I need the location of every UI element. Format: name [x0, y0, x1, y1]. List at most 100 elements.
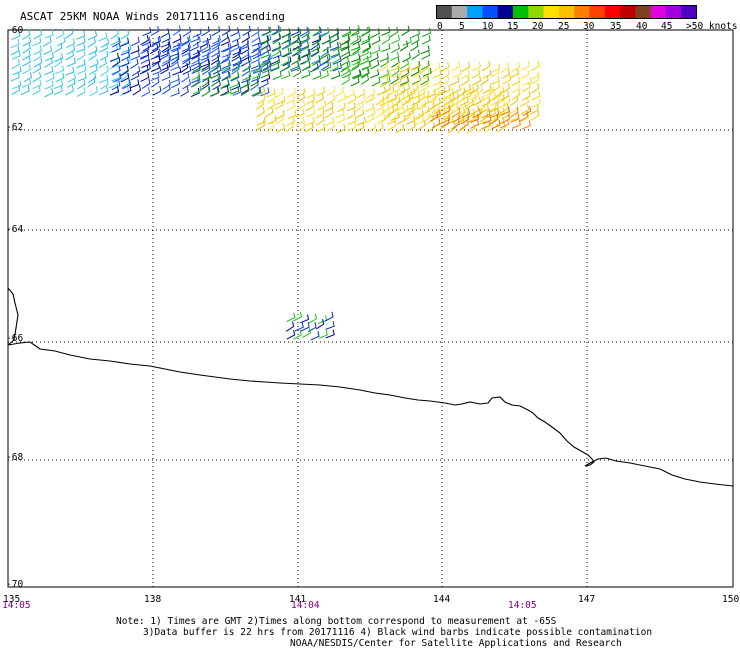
wind-barb [362, 60, 372, 70]
wind-barb [500, 106, 510, 116]
legend-swatch [451, 5, 468, 19]
wind-barb [271, 57, 281, 67]
wind-barb [409, 83, 419, 94]
wind-barb [490, 113, 499, 125]
wind-barb [300, 314, 310, 324]
wind-barb [340, 66, 350, 77]
wind-barb [210, 87, 220, 97]
wind-barb [120, 46, 130, 56]
wind-barb [312, 60, 322, 71]
wind-barb [482, 84, 492, 94]
wind-barb [295, 108, 305, 118]
wind-barb [341, 50, 351, 60]
wind-barb [470, 84, 479, 95]
wind-barb [259, 46, 269, 57]
lon-label-135: 135 [3, 594, 21, 605]
legend-swatch [436, 5, 453, 19]
wind-barb [222, 43, 232, 53]
wind-barb [365, 103, 375, 112]
wind-barb [501, 113, 510, 124]
wind-barb [391, 57, 400, 68]
wind-barb [472, 108, 482, 119]
wind-barb [490, 96, 500, 107]
wind-barb [330, 28, 339, 39]
wind-barb [256, 116, 266, 127]
wind-barb [122, 57, 132, 67]
wind-barb [337, 93, 347, 103]
wind-barb [304, 122, 314, 133]
wind-barb [519, 97, 529, 107]
wind-barb [242, 61, 251, 72]
legend-swatch [589, 5, 606, 19]
wind-barb [381, 43, 391, 53]
wind-barb [232, 46, 242, 56]
wind-barb [482, 115, 492, 125]
wind-barb [490, 76, 500, 85]
wind-barb [366, 122, 376, 132]
wind-barb [347, 94, 357, 104]
wind-barb [66, 78, 76, 88]
wind-barb [332, 53, 341, 64]
legend-swatch [620, 5, 636, 19]
wind-barb [342, 69, 352, 79]
wind-barb [482, 69, 492, 79]
wind-barb [450, 97, 459, 108]
legend-swatch [482, 5, 498, 19]
wind-barb [150, 63, 160, 73]
wind-barb [142, 27, 152, 37]
wind-barb [366, 88, 376, 99]
lon-label-150: 150 [722, 594, 740, 605]
wind-barb [410, 66, 420, 77]
wind-barb [511, 83, 521, 94]
wind-barb [161, 41, 170, 53]
wind-barb [341, 74, 350, 86]
wind-barb [322, 41, 331, 53]
wind-barb [130, 79, 140, 89]
wind-barb [481, 109, 491, 119]
wind-barb [370, 59, 380, 70]
wind-barb [286, 312, 296, 322]
wind-barb [56, 36, 66, 47]
wind-barb [480, 75, 489, 86]
wind-barb [191, 54, 200, 65]
wind-barb [141, 59, 151, 69]
wind-barb [199, 41, 209, 52]
wind-barb [293, 311, 302, 322]
wind-barb [66, 44, 76, 56]
wind-barb [322, 61, 332, 72]
wind-barb [201, 26, 210, 37]
wind-barb [192, 36, 201, 47]
wind-barb [180, 36, 190, 47]
lon-label-138: 138 [144, 594, 162, 605]
wind-barb [502, 74, 512, 85]
wind-barb [181, 72, 190, 83]
wind-barb [281, 34, 290, 45]
wind-barb [265, 122, 275, 133]
wind-barb [150, 72, 160, 82]
wind-barb [290, 61, 300, 71]
wind-barb [485, 86, 495, 97]
wind-barb [98, 32, 108, 42]
wind-barb [260, 35, 270, 45]
wind-barb [161, 71, 171, 81]
wind-barb [99, 74, 109, 84]
wind-barb [152, 85, 162, 96]
wind-barb [150, 26, 160, 37]
wind-barb [460, 75, 470, 86]
wind-barb [330, 70, 341, 80]
wind-barb [210, 59, 220, 70]
wind-barb [211, 26, 221, 37]
wind-barb [316, 108, 325, 119]
wind-barb [350, 28, 360, 37]
wind-barb [251, 54, 260, 64]
wind-barb [511, 62, 521, 72]
wind-barb [381, 69, 391, 79]
wind-barb [285, 121, 294, 132]
wind-barb [191, 50, 201, 60]
wind-barb [366, 108, 376, 119]
wind-barb [88, 30, 98, 41]
wind-barb [306, 89, 316, 99]
wind-barb [120, 38, 130, 47]
wind-barb [420, 106, 430, 116]
wind-barb [422, 67, 432, 77]
